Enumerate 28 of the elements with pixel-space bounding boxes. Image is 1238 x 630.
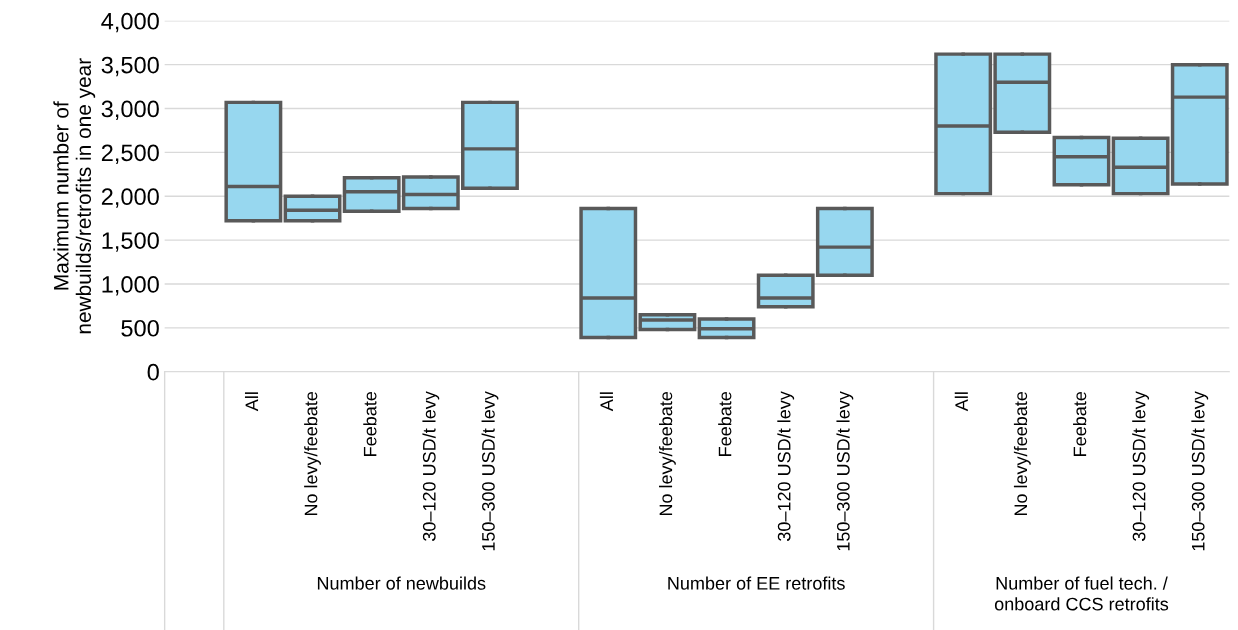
y-axis-title: Maximum number of newbuilds/retrofits in one year <box>53 58 96 334</box>
y-tick-label: 3,500 <box>101 56 159 77</box>
x-tick-label: 30–120 USD/t levy <box>422 391 440 541</box>
y-tick-label: 500 <box>121 319 159 337</box>
y-tick-label: 3,000 <box>101 100 159 121</box>
y-tick-label: 1,500 <box>102 232 159 252</box>
x-tick-label: 30–120 USD/t levy <box>1132 391 1150 541</box>
x-tick-label: All <box>599 392 613 412</box>
x-tick-label: 150–300 USD/t levy <box>836 391 854 551</box>
text: Number of newbuilds <box>317 576 486 590</box>
y-tick-label: 1,000 <box>102 276 159 296</box>
x-tick-label: All <box>244 392 259 412</box>
x-tick-label: No levy/feebate <box>304 391 321 516</box>
x-tick-label: No levy/feebate <box>659 391 676 516</box>
text: Number of fuel tech. / onboard CCS retrofits <box>994 576 1169 611</box>
y-tick-label: 2,500 <box>101 144 159 164</box>
x-tick-label: 150–300 USD/t levy <box>1191 391 1209 551</box>
y-tick-label: 2,000 <box>101 188 159 208</box>
x-tick-label: No levy/feebate <box>1013 391 1031 516</box>
text: Number of EE retrofits <box>668 576 845 590</box>
x-tick-label: All <box>954 392 968 412</box>
x-tick-label: Feebate <box>718 391 732 456</box>
y-tick-label: 4,000 <box>101 12 159 33</box>
x-tick-label: Feebate <box>363 391 377 456</box>
x-tick-label: Feebate <box>1073 391 1087 456</box>
x-tick-label: 150–300 USD/t levy <box>481 391 499 551</box>
x-tick-label: 30–120 USD/t levy <box>777 391 795 541</box>
y-tick-label: 0 <box>147 363 159 381</box>
